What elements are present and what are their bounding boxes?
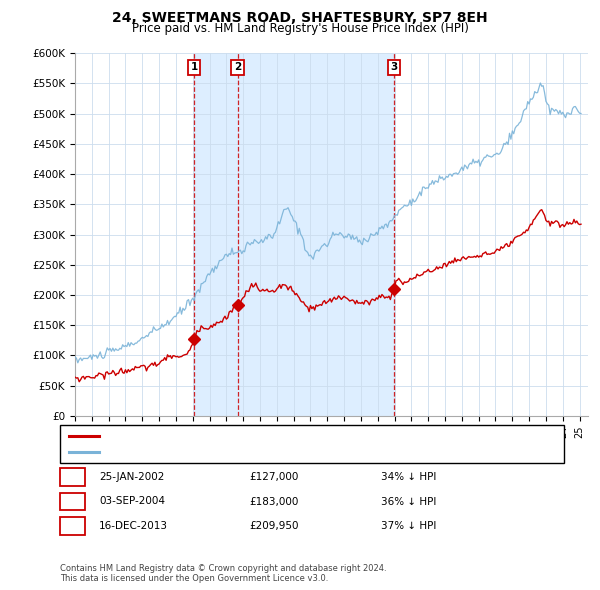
Text: 3: 3: [390, 62, 398, 72]
Bar: [194, 53, 394, 416]
Text: 24, SWEETMANS ROAD, SHAFTESBURY, SP7 8EH (detached house): 24, SWEETMANS ROAD, SHAFTESBURY, SP7 8EH…: [105, 431, 430, 441]
Text: 2: 2: [234, 62, 241, 72]
Text: 3: 3: [69, 522, 76, 531]
Text: 03-SEP-2004: 03-SEP-2004: [99, 497, 165, 506]
Text: 16-DEC-2013: 16-DEC-2013: [99, 522, 168, 531]
Text: 1: 1: [190, 62, 198, 72]
Text: £209,950: £209,950: [249, 522, 299, 531]
Text: Price paid vs. HM Land Registry's House Price Index (HPI): Price paid vs. HM Land Registry's House …: [131, 22, 469, 35]
Text: Contains HM Land Registry data © Crown copyright and database right 2024.
This d: Contains HM Land Registry data © Crown c…: [60, 563, 386, 583]
Text: £127,000: £127,000: [249, 472, 298, 481]
Text: HPI: Average price, detached house, Dorset: HPI: Average price, detached house, Dors…: [105, 447, 319, 457]
Text: 25-JAN-2002: 25-JAN-2002: [99, 472, 164, 481]
Text: 2: 2: [69, 497, 76, 506]
Text: 37% ↓ HPI: 37% ↓ HPI: [381, 522, 436, 531]
Text: 36% ↓ HPI: 36% ↓ HPI: [381, 497, 436, 506]
Text: £183,000: £183,000: [249, 497, 298, 506]
Text: 24, SWEETMANS ROAD, SHAFTESBURY, SP7 8EH: 24, SWEETMANS ROAD, SHAFTESBURY, SP7 8EH: [112, 11, 488, 25]
Text: 34% ↓ HPI: 34% ↓ HPI: [381, 472, 436, 481]
Text: 1: 1: [69, 472, 76, 481]
